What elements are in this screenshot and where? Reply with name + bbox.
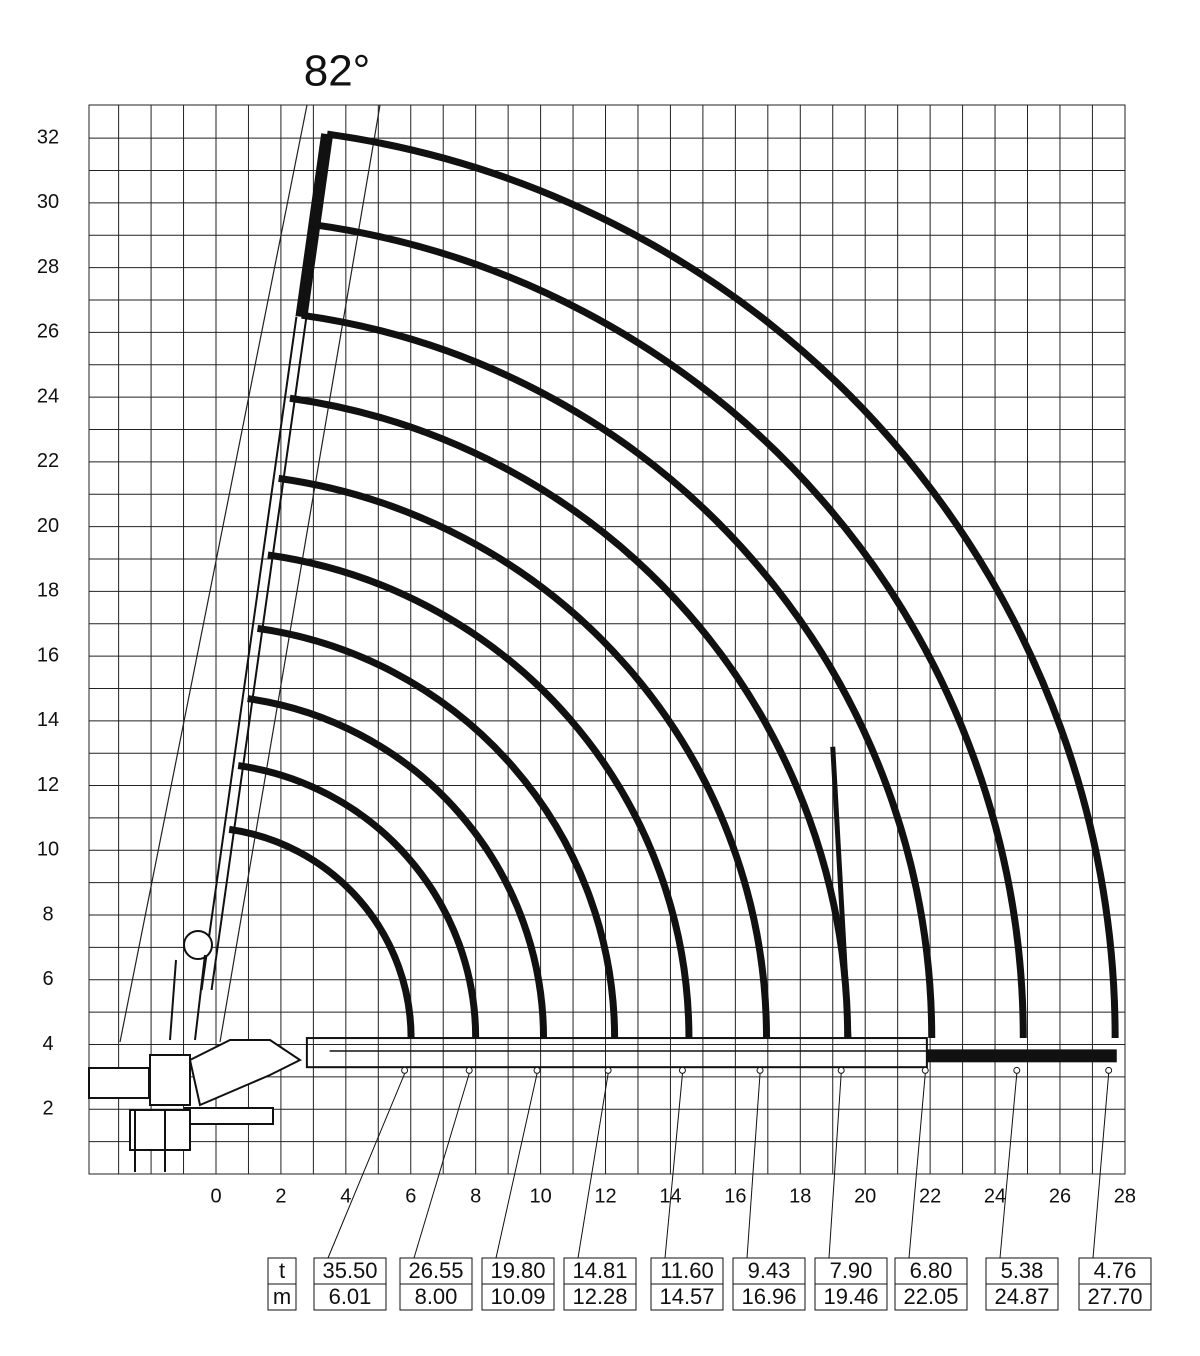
- radius-value: 14.57: [659, 1284, 714, 1309]
- x-tick-label: 10: [529, 1185, 551, 1207]
- load-arc: [237, 762, 480, 1039]
- horizontal-boom: [305, 1037, 928, 1069]
- y-tick-label: 28: [37, 256, 59, 278]
- boom-marker: [921, 1066, 929, 1074]
- y-tick-label: 12: [37, 774, 59, 796]
- row-label: m: [273, 1284, 291, 1309]
- y-tick-label: 22: [37, 450, 59, 472]
- leader-line: [828, 1073, 842, 1259]
- load-arc: [278, 474, 771, 1039]
- x-tick-label: 14: [659, 1185, 681, 1207]
- load-arc: [267, 551, 693, 1039]
- x-tick-label: 16: [724, 1185, 746, 1207]
- x-tick-label: 22: [919, 1185, 941, 1207]
- boom-marker: [533, 1066, 541, 1074]
- load-value: 26.55: [408, 1258, 463, 1283]
- y-tick-label: 10: [37, 839, 59, 861]
- angle-label: 82°: [304, 47, 371, 96]
- load-value: 5.38: [1001, 1258, 1044, 1283]
- y-tick-label: 16: [37, 644, 59, 666]
- radius-value: 19.46: [823, 1284, 878, 1309]
- load-arc: [228, 825, 415, 1039]
- radius-value: 8.00: [415, 1284, 458, 1309]
- leader-line: [577, 1073, 609, 1259]
- x-tick-label: 4: [340, 1185, 351, 1207]
- boom-marker: [678, 1066, 686, 1074]
- radius-value: 12.28: [572, 1284, 627, 1309]
- drawing: [200, 130, 1119, 1259]
- boom-marker: [756, 1066, 764, 1074]
- load-value: 9.43: [748, 1258, 791, 1283]
- load-value: 6.80: [910, 1258, 953, 1283]
- row-label: t: [279, 1258, 285, 1283]
- load-arc: [247, 695, 548, 1039]
- boom-marker: [604, 1066, 612, 1074]
- y-tick-label: 32: [37, 126, 59, 148]
- x-tick-label: 18: [789, 1185, 811, 1207]
- x-tick-label: 8: [470, 1185, 481, 1207]
- load-value: 35.50: [322, 1258, 377, 1283]
- y-tick-label: 8: [42, 903, 53, 925]
- boom-marker: [837, 1066, 845, 1074]
- horizontal-boom-tip: [926, 1049, 1117, 1063]
- load-value: 7.90: [830, 1258, 873, 1283]
- radius-value: 27.70: [1087, 1284, 1142, 1309]
- grid-frame: [88, 104, 1126, 1175]
- crane-base: [88, 930, 302, 1172]
- x-tick-label: 12: [594, 1185, 616, 1207]
- leader-line: [908, 1073, 926, 1259]
- leader-line: [495, 1073, 538, 1259]
- x-tick-label: 2: [275, 1185, 286, 1207]
- load-arc: [301, 311, 936, 1039]
- leader-line: [746, 1073, 761, 1259]
- boom-marker: [1013, 1066, 1021, 1074]
- boom-marker: [1105, 1066, 1113, 1074]
- radius-value: 10.09: [490, 1284, 545, 1309]
- envelope-line: [219, 104, 381, 1043]
- radius-value: 22.05: [903, 1284, 958, 1309]
- boom-tip: [295, 133, 334, 318]
- x-tick-label: 0: [210, 1185, 221, 1207]
- x-tick-label: 26: [1049, 1185, 1071, 1207]
- load-arc: [326, 130, 1119, 1039]
- radius-value: 24.87: [994, 1284, 1049, 1309]
- load-value: 14.81: [572, 1258, 627, 1283]
- leader-line: [999, 1073, 1018, 1259]
- x-tick-label: 6: [405, 1185, 416, 1207]
- load-value: 19.80: [490, 1258, 545, 1283]
- x-tick-label: 20: [854, 1185, 876, 1207]
- y-tick-label: 2: [42, 1098, 53, 1120]
- y-tick-label: 4: [42, 1033, 53, 1055]
- radius-value: 6.01: [329, 1284, 372, 1309]
- y-tick-label: 14: [37, 709, 59, 731]
- load-arc: [289, 394, 852, 1039]
- x-tick-label: 24: [984, 1185, 1006, 1207]
- x-tick-label: 28: [1114, 1185, 1136, 1207]
- boom-marker: [465, 1066, 473, 1074]
- leader-line: [413, 1073, 470, 1259]
- load-value: 11.60: [660, 1258, 713, 1283]
- leader-line: [664, 1073, 683, 1259]
- leader-line: [327, 1073, 406, 1259]
- boom: [200, 316, 298, 991]
- load-value: 4.76: [1094, 1258, 1137, 1283]
- y-tick-label: 6: [42, 968, 53, 990]
- y-tick-label: 20: [37, 515, 59, 537]
- boom: [210, 316, 308, 991]
- y-tick-label: 18: [37, 580, 59, 602]
- boom-marker: [401, 1066, 409, 1074]
- envelope-line: [119, 104, 308, 1043]
- leader-line: [1092, 1073, 1110, 1259]
- y-tick-label: 24: [37, 385, 59, 407]
- radius-value: 16.96: [741, 1284, 796, 1309]
- y-tick-label: 26: [37, 321, 59, 343]
- load-arc: [257, 624, 619, 1039]
- grid: [89, 105, 1125, 1174]
- y-tick-label: 30: [37, 191, 59, 213]
- load-arc: [313, 221, 1027, 1039]
